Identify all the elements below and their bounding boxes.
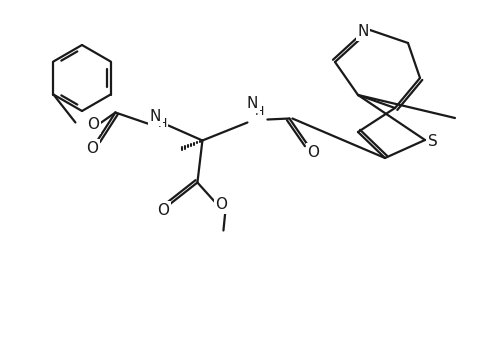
Text: O: O — [216, 197, 228, 212]
Text: H: H — [158, 117, 167, 130]
Text: N: N — [150, 109, 161, 124]
Text: N: N — [358, 24, 368, 39]
Text: S: S — [428, 133, 438, 149]
Text: N: N — [246, 96, 258, 111]
Text: O: O — [308, 145, 320, 160]
Text: H: H — [254, 105, 264, 118]
Text: O: O — [158, 203, 170, 218]
Text: O: O — [86, 141, 99, 156]
Text: O: O — [88, 117, 100, 132]
